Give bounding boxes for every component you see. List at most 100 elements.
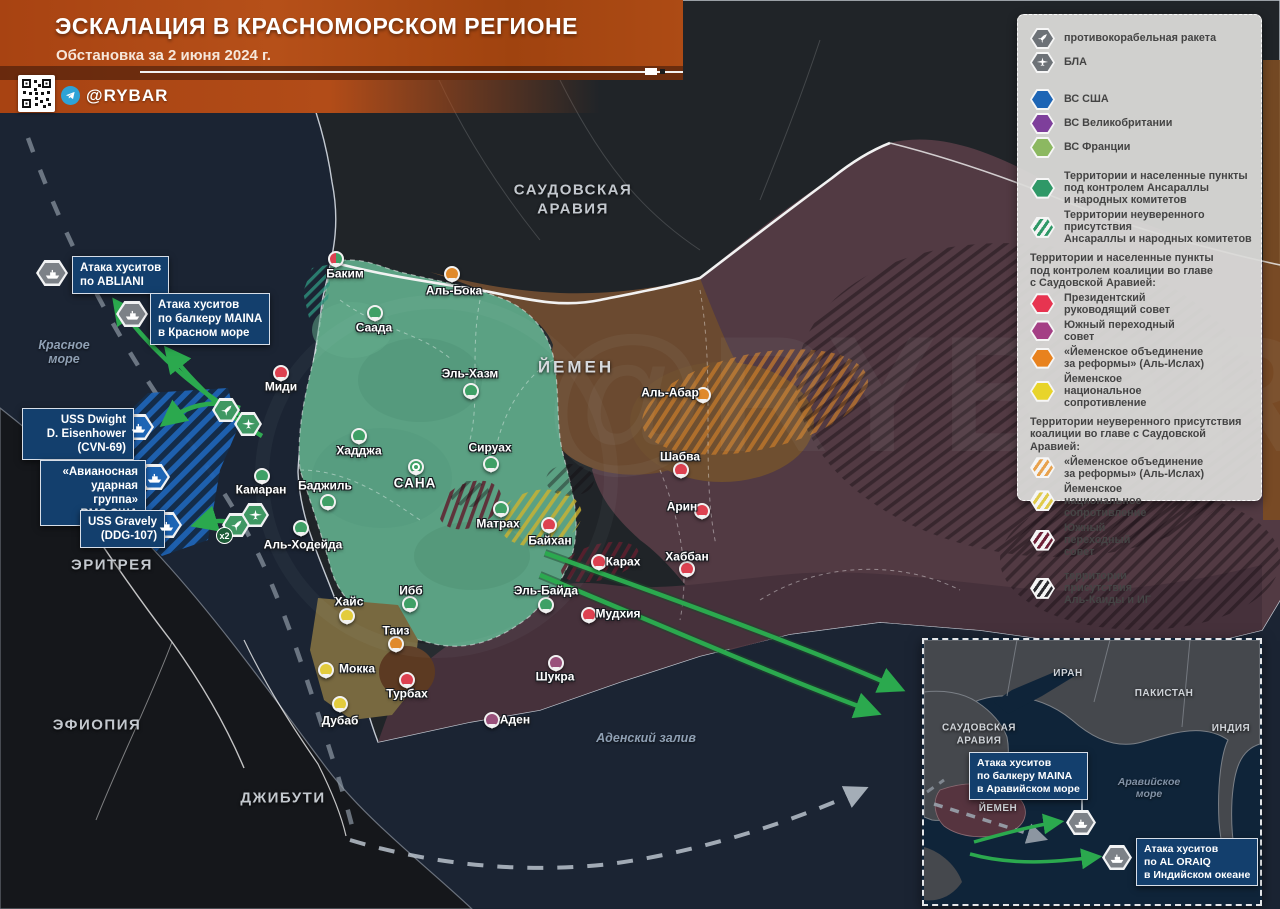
missile-icon	[1030, 28, 1055, 49]
inset-label-india: ИНДИЯ	[1211, 722, 1251, 734]
inset-callout-maina-arabian-sea: Атака хуситов по балкеру MAINA в Аравийс…	[969, 752, 1088, 801]
us-forces-icon	[1030, 89, 1055, 110]
city-pin	[695, 387, 711, 403]
city-label: Карах	[605, 554, 641, 569]
city-pin	[320, 494, 336, 510]
legend-label: «Йеменское объединение за реформы» (Аль-…	[1064, 346, 1205, 371]
page-subtitle: Обстановка за 2 июня 2024 г.	[56, 47, 271, 64]
inset-label-iran: ИРАН	[1053, 667, 1083, 679]
city-pin	[541, 517, 557, 533]
legend-label: «Йеменское объединение за реформы» (Аль-…	[1064, 455, 1205, 480]
sea-label-gulf-of-aden: Аденский залив	[596, 731, 696, 745]
legend-panel: противокорабельная ракета БЛА ВС США ВС …	[1017, 14, 1262, 606]
legend-label: БЛА	[1064, 56, 1087, 69]
ansarallah-uncertain-icon	[1030, 217, 1055, 238]
city-label: Ибб	[399, 583, 423, 598]
callout-uss-eisenhower: USS Dwight D. Eisenhower (CVN-69)	[22, 408, 134, 461]
inset-label-arabian-sea: Аравийское море	[1117, 776, 1181, 800]
uav-icon	[1030, 52, 1055, 73]
city-pin	[673, 462, 689, 478]
attacked-ship-icon	[116, 301, 148, 327]
attacked-ship-icon	[36, 260, 68, 286]
uav-attack-icon	[234, 412, 262, 436]
alqaeda-is-territory-icon	[1030, 578, 1055, 599]
city-label: Аль-Абар	[641, 385, 699, 400]
country-label-saudi-arabia: САУДОВСКАЯ АРАВИЯ	[513, 181, 633, 217]
inset-map-panel: ИРАН ПАКИСТАН ИНДИЯ САУДОВСКАЯ АРАВИЯ ЙЕ…	[922, 638, 1262, 906]
channel-strip	[0, 80, 600, 113]
inset-label-yemen: ЙЕМЕН	[978, 802, 1018, 814]
city-label: Камаран	[235, 482, 287, 497]
city-label: Аль-Бока	[425, 283, 483, 298]
city-pin	[367, 305, 383, 321]
country-label-eritrea: ЭРИТРЕЯ	[71, 556, 153, 574]
legend-label: противокорабельная ракета	[1064, 32, 1217, 45]
city-label: Сируах	[468, 440, 512, 455]
legend-header: Территории и населенные пункты под контр…	[1030, 252, 1214, 289]
city-label: Баким	[326, 266, 364, 281]
city-label: Баджиль	[298, 478, 352, 493]
city-label: Миди	[264, 379, 298, 394]
city-label: Шабва	[659, 449, 701, 464]
uk-forces-icon	[1030, 113, 1055, 134]
city-pin	[399, 672, 415, 688]
islah-uncertain-icon	[1030, 457, 1055, 478]
city-label-capital: САНА	[393, 475, 437, 491]
city-label: Хайс	[334, 594, 364, 609]
legend-label: Территории неуверенного присутствия Анса…	[1064, 209, 1252, 246]
stc-icon	[1030, 320, 1055, 341]
legend-header: Территории неуверенного присутствия коал…	[1030, 416, 1242, 453]
legend-label: ВС Франции	[1064, 141, 1131, 154]
legend-label: ВС США	[1064, 93, 1109, 106]
city-pin	[318, 662, 334, 678]
city-pin-capital	[408, 459, 424, 475]
banner-divider-band	[0, 66, 683, 80]
callout-abliani-attack: Атака хуситов по ABLIANI	[72, 256, 170, 295]
city-label: Дубаб	[321, 713, 359, 728]
inset-callout-al-oraiq: Атака хуситов по AL ORAIQ в Индийском ок…	[1136, 838, 1259, 887]
city-label: Таиз	[382, 623, 410, 638]
city-pin	[463, 383, 479, 399]
legend-label: Йеменское национальное сопротивление	[1064, 373, 1147, 410]
city-pin	[538, 597, 554, 613]
legend-label: Южный переходный совет	[1064, 522, 1131, 559]
city-pin	[388, 636, 404, 652]
city-pin	[444, 266, 460, 282]
missile-attack-icon: х2	[216, 513, 250, 544]
resistance-uncertain-icon	[1030, 490, 1055, 511]
legend-label: территории присутствия Аль-Каиды и ИГ	[1064, 570, 1151, 607]
attacked-ship-icon	[1102, 845, 1132, 870]
national-resistance-icon	[1030, 381, 1055, 402]
ansarallah-territory-icon	[1030, 178, 1055, 199]
city-label: Турбах	[386, 686, 428, 701]
legend-label: Йеменское национальное сопротивление	[1064, 482, 1147, 519]
missile-attack-icon	[212, 398, 240, 422]
city-pin	[351, 428, 367, 444]
city-pin	[328, 251, 344, 267]
city-pin	[581, 607, 597, 623]
legend-label: Южный переходный совет	[1064, 318, 1175, 343]
legend-label: ВС Великобритании	[1064, 117, 1173, 130]
callout-maina-red-sea-attack: Атака хуситов по балкеру MAINA в Красном…	[150, 293, 271, 346]
banner-line-tick	[645, 68, 657, 75]
city-label: Саада	[355, 320, 393, 335]
maritime-boundary-dashed	[25, 137, 359, 843]
city-label: Шукра	[535, 669, 575, 684]
city-pin	[484, 712, 500, 728]
city-label: Байхан	[528, 533, 572, 548]
city-label: Хаббан	[665, 549, 709, 564]
country-label-djibouti: ДЖИБУТИ	[240, 789, 326, 807]
city-pin	[402, 596, 418, 612]
title-banner: ЭСКАЛАЦИЯ В КРАСНОМОРСКОМ РЕГИОНЕ Обстан…	[0, 0, 683, 80]
city-pin	[332, 696, 348, 712]
city-label: Мудхия	[595, 606, 641, 621]
inset-label-saudi-arabia: САУДОВСКАЯ АРАВИЯ	[941, 722, 1017, 747]
city-label: Аден	[499, 712, 531, 727]
country-label-ethiopia: ЭФИОПИЯ	[52, 716, 142, 734]
us-navy-ship-icon	[138, 464, 170, 490]
city-pin	[591, 554, 607, 570]
channel-handle: @RYBAR	[86, 86, 169, 105]
city-pin	[694, 503, 710, 519]
city-label: Матрах	[476, 516, 520, 531]
